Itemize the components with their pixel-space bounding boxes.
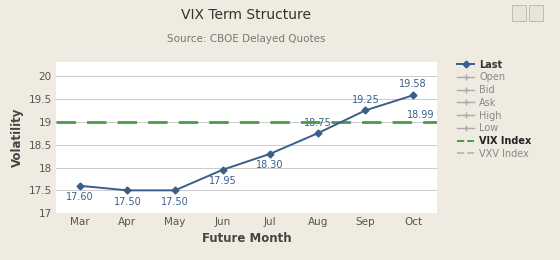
Text: 17.50: 17.50 [114, 197, 141, 207]
Text: 17.95: 17.95 [209, 176, 236, 186]
Text: 18.75: 18.75 [304, 118, 332, 128]
X-axis label: Future Month: Future Month [202, 232, 291, 245]
Text: 19.25: 19.25 [352, 95, 379, 105]
Text: 17.60: 17.60 [66, 192, 94, 202]
Text: Source: CBOE Delayed Quotes: Source: CBOE Delayed Quotes [167, 34, 326, 44]
Text: ⬛: ⬛ [517, 8, 521, 15]
Text: VIX Term Structure: VIX Term Structure [181, 8, 311, 22]
Text: ⬇: ⬇ [533, 9, 539, 15]
Text: 18.99: 18.99 [407, 109, 435, 120]
Text: 18.30: 18.30 [256, 160, 284, 170]
Y-axis label: Volatility: Volatility [11, 108, 25, 167]
Text: 17.50: 17.50 [161, 197, 189, 207]
Legend: Last, Open, Bid, Ask, High, Low, VIX Index, VXV Index: Last, Open, Bid, Ask, High, Low, VIX Ind… [457, 60, 531, 159]
Text: 19.58: 19.58 [399, 79, 427, 89]
